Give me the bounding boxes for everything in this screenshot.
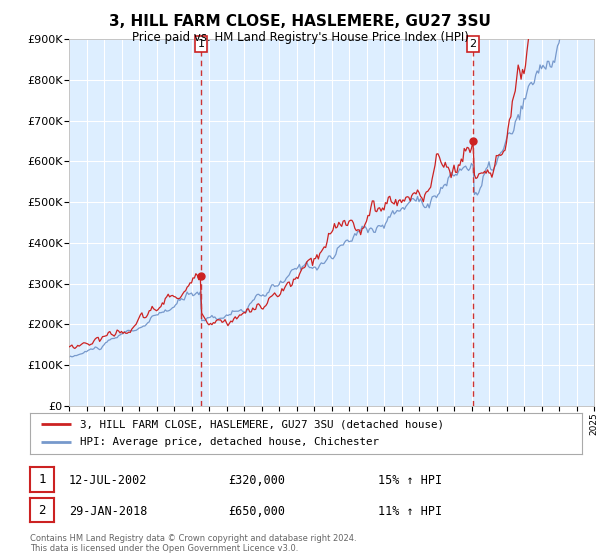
Text: Contains HM Land Registry data © Crown copyright and database right 2024.
This d: Contains HM Land Registry data © Crown c… (30, 534, 356, 553)
Text: 15% ↑ HPI: 15% ↑ HPI (378, 474, 442, 487)
Text: 11% ↑ HPI: 11% ↑ HPI (378, 505, 442, 518)
Text: 2: 2 (38, 503, 46, 517)
Text: £650,000: £650,000 (228, 505, 285, 518)
Text: 12-JUL-2002: 12-JUL-2002 (69, 474, 148, 487)
Text: 2: 2 (469, 39, 476, 49)
Text: 3, HILL FARM CLOSE, HASLEMERE, GU27 3SU: 3, HILL FARM CLOSE, HASLEMERE, GU27 3SU (109, 14, 491, 29)
Text: 1: 1 (197, 39, 205, 49)
Text: £320,000: £320,000 (228, 474, 285, 487)
Text: 3, HILL FARM CLOSE, HASLEMERE, GU27 3SU (detached house): 3, HILL FARM CLOSE, HASLEMERE, GU27 3SU … (80, 419, 443, 429)
Text: 29-JAN-2018: 29-JAN-2018 (69, 505, 148, 518)
Text: HPI: Average price, detached house, Chichester: HPI: Average price, detached house, Chic… (80, 437, 379, 447)
Text: Price paid vs. HM Land Registry's House Price Index (HPI): Price paid vs. HM Land Registry's House … (131, 31, 469, 44)
Text: 1: 1 (38, 473, 46, 486)
